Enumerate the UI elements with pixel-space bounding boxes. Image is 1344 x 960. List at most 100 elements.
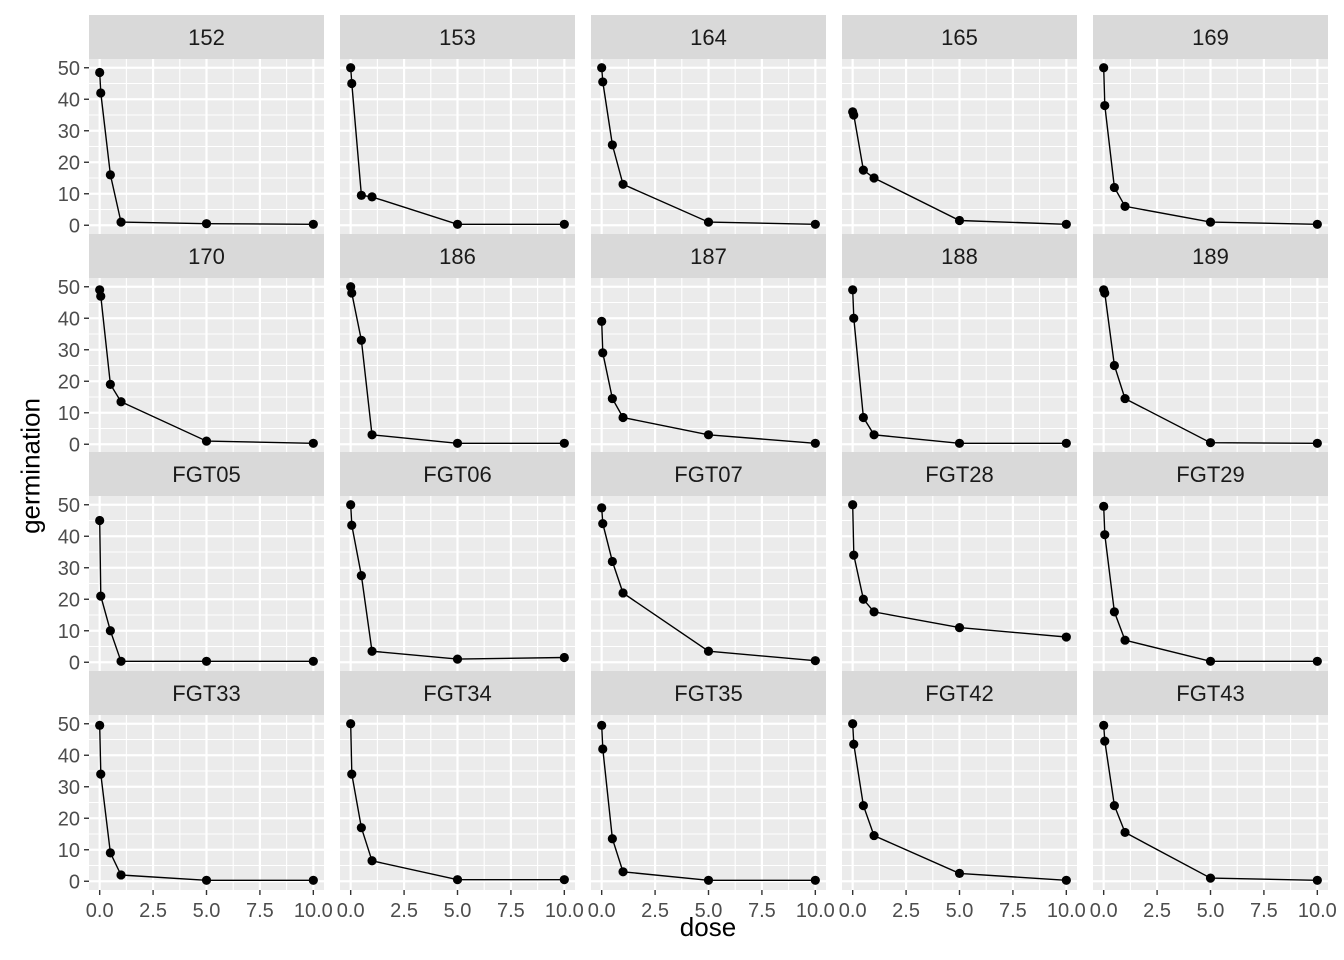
data-point	[116, 217, 126, 227]
data-point	[105, 379, 115, 389]
x-tick-label: 7.5	[748, 900, 776, 922]
series-line	[1103, 67, 1318, 225]
facet-strip	[842, 452, 1077, 496]
data-point	[848, 285, 858, 295]
data-point	[559, 438, 569, 448]
x-tick-label: 7.5	[999, 900, 1027, 922]
data-point	[703, 217, 714, 227]
data-point	[201, 219, 212, 229]
data-point	[96, 769, 106, 779]
data-point	[96, 291, 106, 301]
x-tick-label: 0.0	[839, 900, 867, 922]
x-tick-label: 7.5	[497, 900, 525, 922]
x-tick-label: 7.5	[1250, 900, 1278, 922]
data-point	[367, 192, 377, 202]
data-point	[607, 556, 617, 567]
x-tick-label: 10.0	[545, 900, 584, 922]
data-point	[618, 588, 628, 598]
facet-panel: FGT43 0.0 2.5 5.0 7.5 10.0	[1090, 671, 1337, 922]
data-point	[1312, 875, 1322, 885]
facet-strip-label: 152	[188, 25, 225, 50]
facet-panel: FGT28	[842, 452, 1077, 671]
data-point	[1061, 219, 1071, 229]
data-point	[597, 316, 607, 326]
facet-strip-label: 164	[690, 25, 727, 50]
series-line	[1103, 506, 1318, 662]
data-point	[105, 170, 115, 180]
data-point	[618, 412, 628, 423]
y-tick-label: 30	[58, 121, 80, 143]
data-point	[1120, 827, 1130, 838]
data-point	[849, 739, 859, 749]
data-point	[116, 397, 126, 407]
data-point	[1312, 656, 1322, 666]
data-point	[308, 875, 318, 885]
data-point	[559, 652, 569, 663]
data-point	[1099, 501, 1109, 511]
y-tick-label: 0	[69, 215, 80, 237]
y-tick-label: 50	[58, 495, 80, 517]
x-tick-label: 5.0	[695, 900, 723, 922]
data-point	[452, 654, 463, 664]
data-point	[1109, 801, 1119, 811]
facet-strip	[89, 671, 324, 715]
data-point	[849, 110, 859, 120]
data-point	[96, 88, 106, 98]
data-point	[1120, 393, 1130, 404]
data-point	[452, 875, 463, 885]
y-tick-label: 40	[58, 89, 80, 111]
data-point	[1109, 607, 1119, 617]
data-point	[1099, 63, 1109, 73]
data-point	[346, 63, 356, 73]
y-tick-label: 0	[69, 434, 80, 456]
data-point	[810, 875, 820, 885]
data-point	[954, 438, 965, 448]
series-line	[99, 725, 314, 881]
data-point	[116, 870, 126, 880]
y-tick-label: 50	[58, 58, 80, 80]
x-tick-label: 10.0	[796, 900, 835, 922]
data-point	[607, 393, 617, 404]
series-line	[350, 723, 565, 881]
facet-panel: 187	[591, 234, 826, 453]
data-point	[810, 219, 820, 229]
facet-strip	[842, 234, 1077, 278]
facet-strip-label: FGT33	[172, 681, 240, 706]
facet-panel: 164	[591, 15, 826, 234]
x-tick-label: 5.0	[193, 900, 221, 922]
data-point	[1099, 720, 1109, 730]
data-point	[356, 190, 366, 200]
facet-panel: 153	[340, 15, 575, 234]
data-point	[346, 719, 356, 729]
x-tick-label: 0.0	[86, 900, 114, 922]
y-tick-label: 10	[58, 184, 80, 206]
facet-panel: FGT29	[1093, 452, 1328, 671]
data-point	[597, 720, 607, 730]
data-point	[810, 438, 820, 448]
y-tick-label: 10	[58, 403, 80, 425]
y-tick-label: 0	[69, 871, 80, 893]
y-tick-label: 10	[58, 840, 80, 862]
facet-strip-label: 189	[1192, 244, 1229, 269]
data-point	[1120, 201, 1130, 211]
data-point	[1312, 438, 1322, 448]
x-tick-label: 5.0	[444, 900, 472, 922]
data-point	[1205, 438, 1216, 448]
x-tick-label: 10.0	[1047, 900, 1086, 922]
y-tick-label: 40	[58, 526, 80, 548]
facet-strip	[1093, 452, 1328, 496]
data-point	[703, 875, 714, 885]
data-point	[95, 720, 105, 730]
facet-strip-label: FGT07	[674, 462, 742, 487]
data-point	[559, 219, 569, 229]
data-point	[597, 63, 607, 73]
data-point	[618, 867, 628, 877]
facet-strip	[591, 671, 826, 715]
series-line	[852, 504, 1067, 638]
facet-strip	[591, 234, 826, 278]
facet-strip-label: FGT28	[925, 462, 993, 487]
series-line	[99, 520, 314, 662]
data-point	[95, 515, 105, 526]
